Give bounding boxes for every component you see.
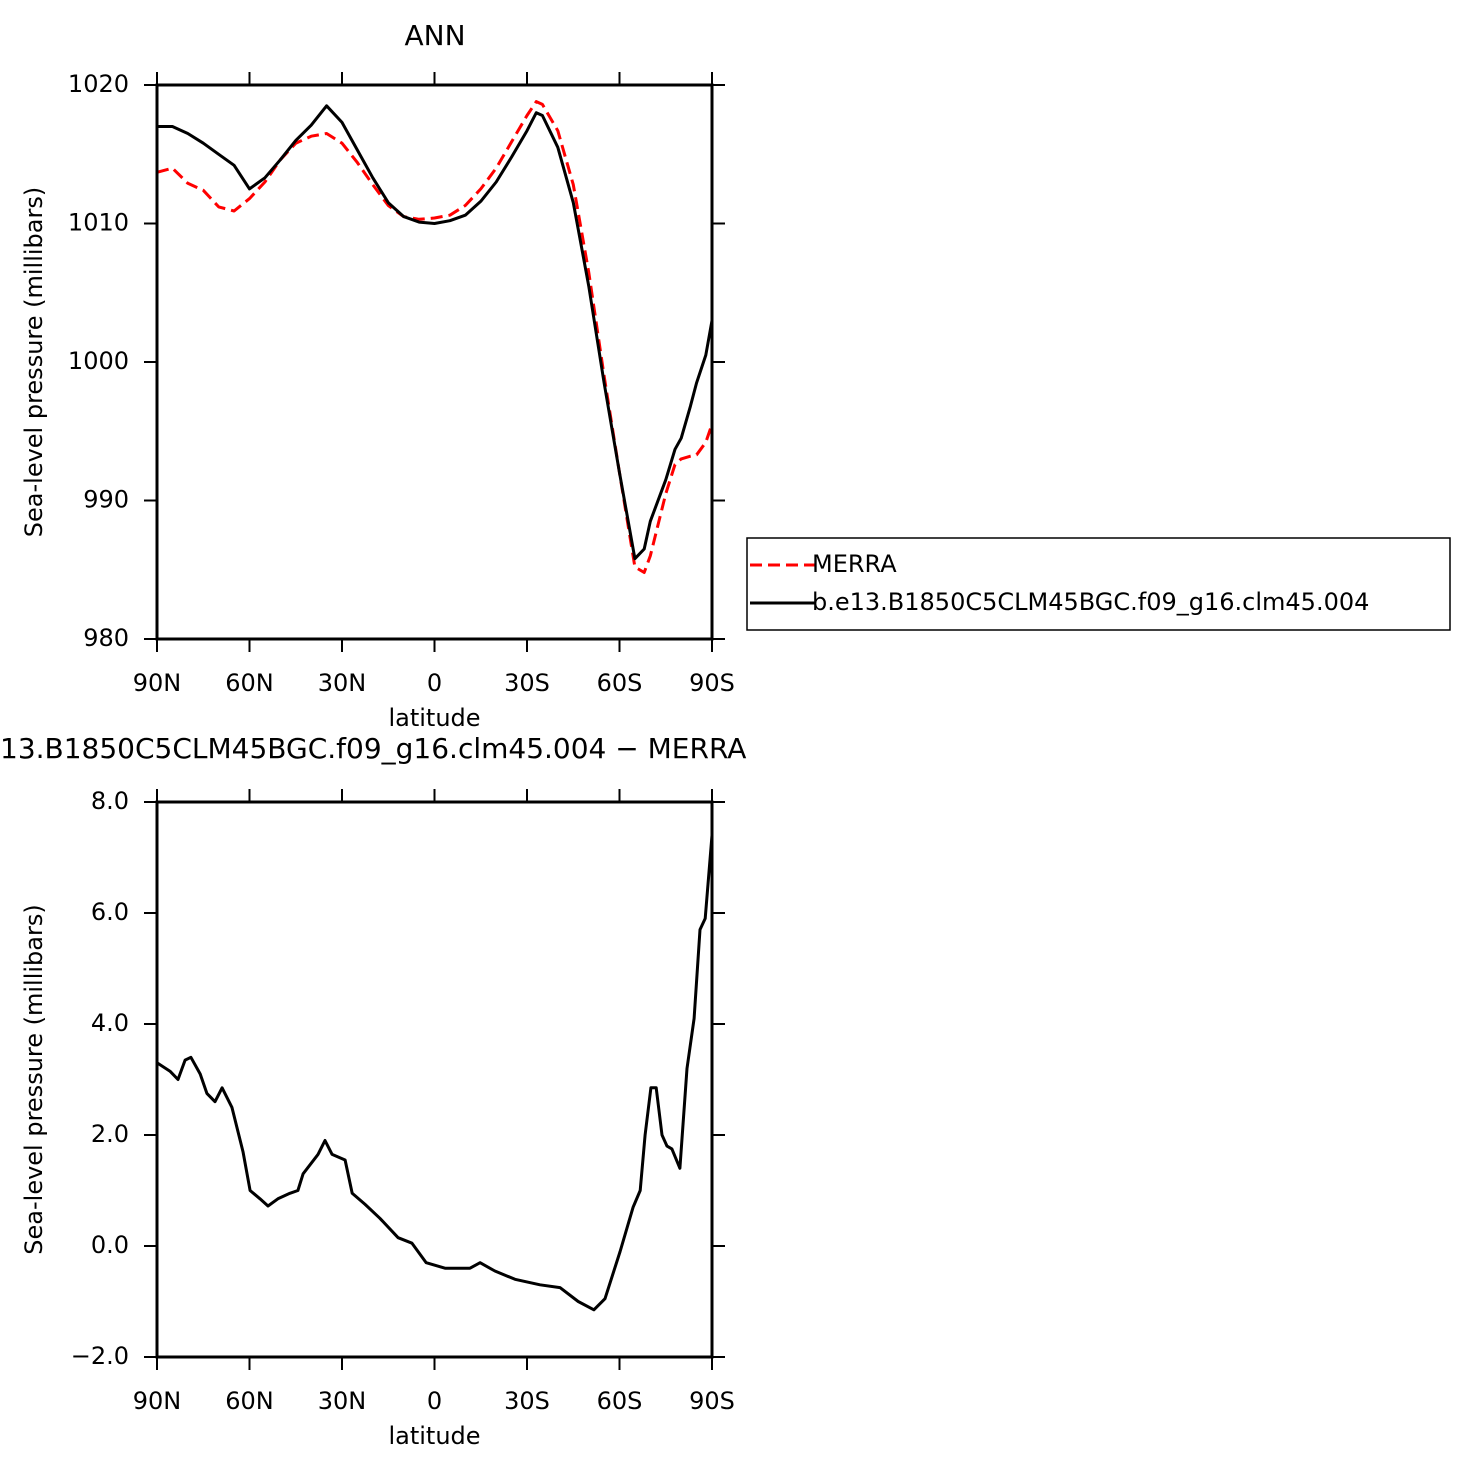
y-tick-label: 1000 xyxy=(68,347,129,375)
y-tick-label: −2.0 xyxy=(71,1342,129,1370)
x-axis-label: latitude xyxy=(388,704,480,732)
y-tick-label: 8.0 xyxy=(91,787,129,815)
x-tick-label: 30S xyxy=(504,1387,550,1415)
chart-title: ANN xyxy=(404,19,465,52)
y-axis-label: Sea-level pressure (millibars) xyxy=(20,904,48,1254)
legend-box xyxy=(746,537,1451,631)
legend-label: MERRA xyxy=(812,550,897,578)
x-tick-label: 30N xyxy=(318,669,367,697)
y-tick-label: 4.0 xyxy=(91,1009,129,1037)
y-tick-label: 2.0 xyxy=(91,1120,129,1148)
x-tick-label: 30N xyxy=(318,1387,367,1415)
chart-title: 13.B1850C5CLM45BGC.f09_g16.clm45.004 − M… xyxy=(0,732,746,765)
y-tick-label: 1010 xyxy=(68,209,129,237)
x-tick-label: 30S xyxy=(504,669,550,697)
plot-frame xyxy=(155,800,714,1359)
x-tick-label: 0 xyxy=(427,669,442,697)
x-tick-label: 60N xyxy=(225,1387,274,1415)
data-line xyxy=(157,104,714,561)
x-tick-label: 60S xyxy=(597,669,643,697)
y-axis-label: Sea-level pressure (millibars) xyxy=(20,187,48,537)
data-line xyxy=(156,100,714,574)
x-tick-label: 90S xyxy=(689,1387,735,1415)
x-tick-label: 60N xyxy=(225,669,274,697)
data-line xyxy=(156,835,714,1312)
x-tick-label: 90N xyxy=(133,669,182,697)
y-tick-label: 990 xyxy=(83,486,129,514)
x-tick-label: 60S xyxy=(597,1387,643,1415)
plot-frame xyxy=(155,83,714,641)
x-tick-label: 0 xyxy=(427,1387,442,1415)
x-tick-label: 90S xyxy=(689,669,735,697)
y-tick-label: 980 xyxy=(83,624,129,652)
y-tick-label: 6.0 xyxy=(91,898,129,926)
y-tick-label: 1020 xyxy=(68,70,129,98)
x-axis-label: latitude xyxy=(388,1422,480,1450)
y-tick-label: 0.0 xyxy=(91,1231,129,1259)
x-tick-label: 90N xyxy=(133,1387,182,1415)
legend-label: b.e13.B1850C5CLM45BGC.f09_g16.clm45.004 xyxy=(812,588,1369,616)
